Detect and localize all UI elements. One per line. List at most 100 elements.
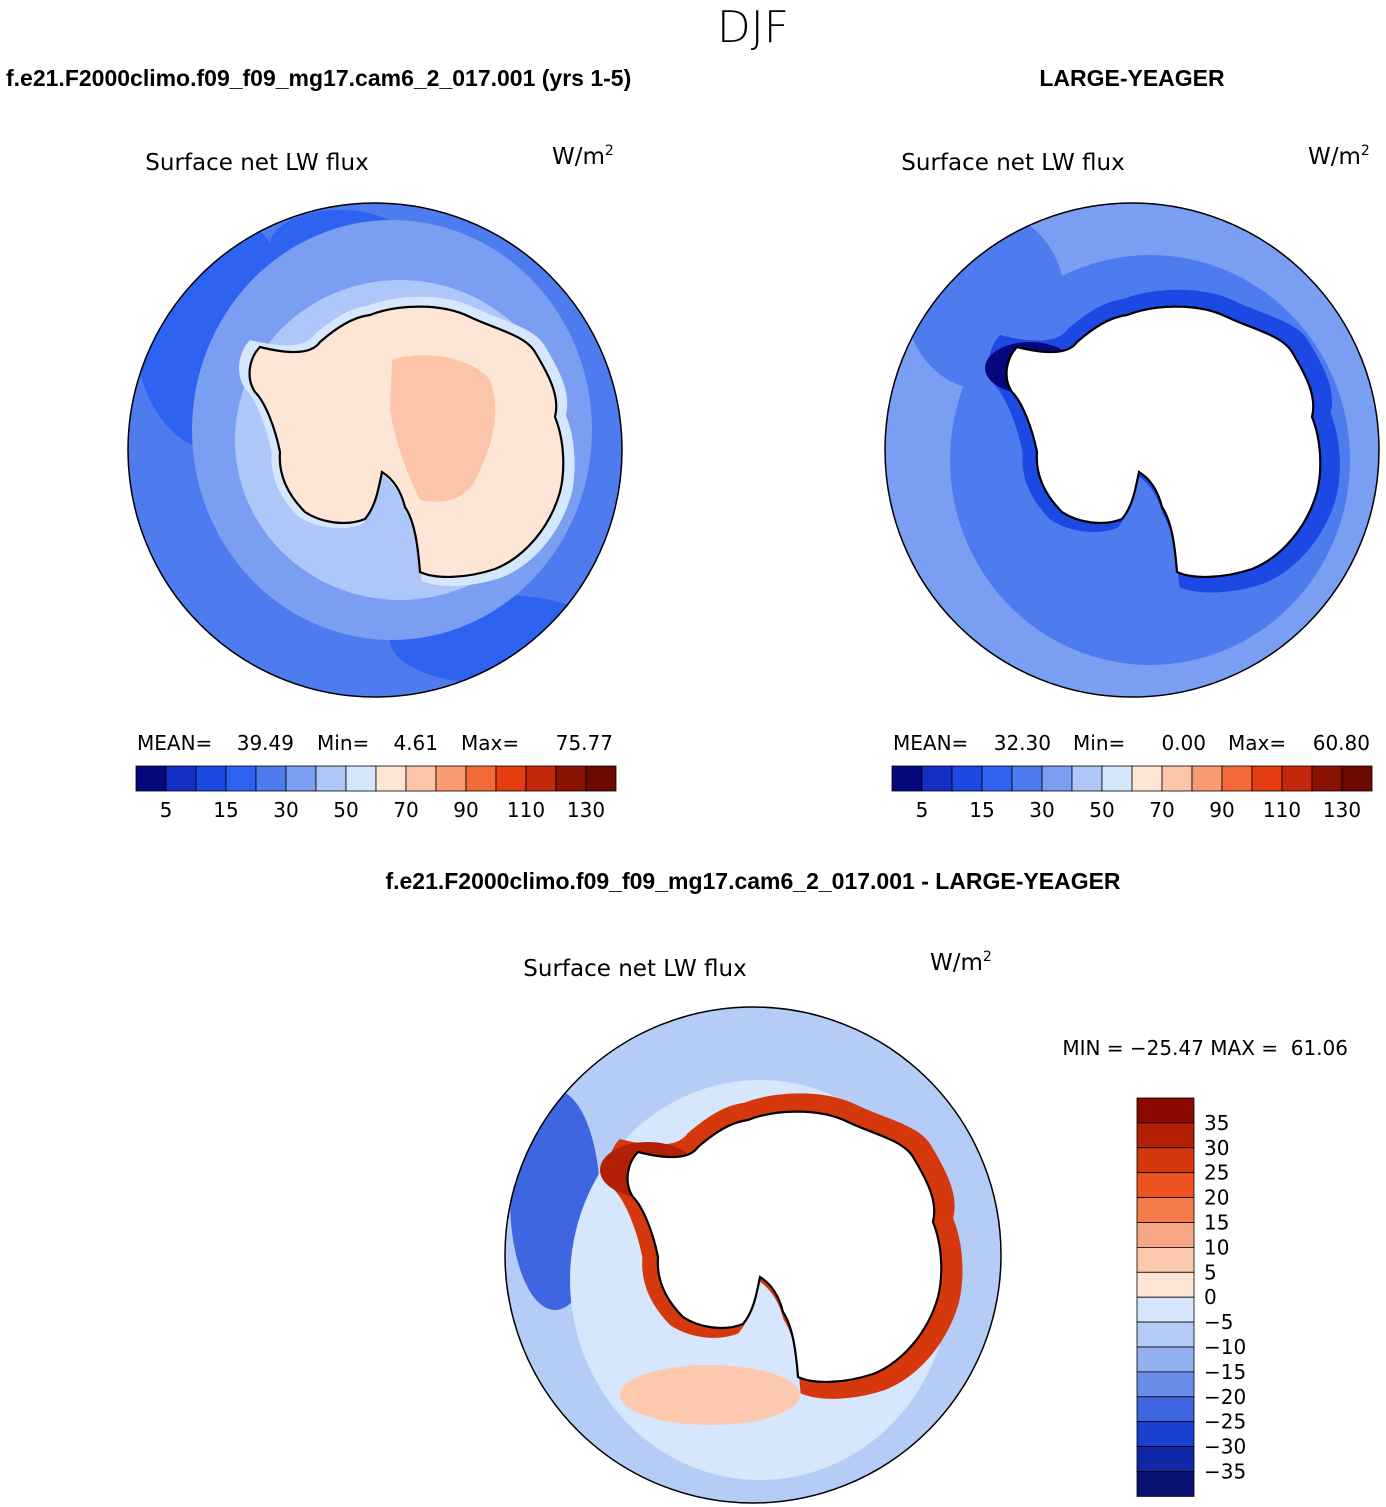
diff-colorbar-swatch — [1136, 1271, 1195, 1298]
model-mean-label: MEAN= — [137, 731, 212, 755]
obs-colorbar-swatch — [1311, 765, 1343, 792]
diff-colorbar-swatch — [1136, 1396, 1195, 1423]
obs-colorbar-swatch — [1341, 765, 1373, 792]
obs-min-label: Min= — [1073, 731, 1125, 755]
model-colorbar-swatch — [135, 765, 167, 792]
obs-map-border — [884, 202, 1380, 698]
obs-colorbar-swatch — [1161, 765, 1193, 792]
obs-max-label: Max= — [1228, 731, 1286, 755]
diff-colorbar-swatch — [1136, 1097, 1195, 1124]
panel-diff-minmax: MIN = −25.47 MAX = 61.06 — [1062, 1036, 1348, 1060]
diff-colorbar-swatch — [1136, 1296, 1195, 1323]
model-stats: MEAN= 39.49 Min= 4.61 Max= 75.77 — [137, 731, 613, 755]
obs-colorbar-tick-label: 70 — [1149, 798, 1174, 822]
obs-colorbar: 5 15 30 50 70 90 110 130 — [891, 765, 1373, 822]
obs-min-value: 0.00 — [1161, 731, 1206, 755]
model-colorbar-swatch — [255, 765, 287, 792]
model-colorbar-swatch — [345, 765, 377, 792]
diff-colorbar-swatch — [1136, 1197, 1195, 1223]
diff-colorbar-swatch — [1136, 1346, 1195, 1373]
obs-mean-label: MEAN= — [893, 731, 968, 755]
obs-mean-value: 32.30 — [994, 731, 1051, 755]
obs-colorbar-swatch — [1131, 765, 1163, 792]
panel-obs-units: W/m2 — [1308, 143, 1370, 170]
obs-colorbar-tick-label: 110 — [1263, 798, 1301, 822]
diff-colorbar-swatch — [1136, 1122, 1195, 1149]
model-colorbar-tick-label: 130 — [567, 798, 605, 822]
diff-colorbar-tick-label: −5 — [1204, 1310, 1233, 1334]
panel-obs: Surface net LW flux W/m2 MEAN= 32.30 Min… — [884, 143, 1380, 822]
model-colorbar-tick-label: 15 — [213, 798, 238, 822]
diff-colorbar-tick-label: 10 — [1204, 1235, 1229, 1259]
obs-colorbar-tick-label: 30 — [1029, 798, 1054, 822]
model-colorbar-swatch — [285, 765, 317, 792]
left-case-title: f.e21.F2000climo.f09_f09_mg17.cam6_2_017… — [6, 65, 631, 91]
obs-colorbar-swatch — [921, 765, 953, 792]
model-colorbar-tick-label: 30 — [273, 798, 298, 822]
model-colorbar-tick-label: 70 — [393, 798, 418, 822]
panel-diff-units: W/m2 — [930, 949, 992, 976]
model-colorbar-swatch — [225, 765, 257, 792]
model-colorbar-swatch — [465, 765, 497, 792]
obs-colorbar-swatch — [1281, 765, 1313, 792]
model-max-label: Max= — [461, 731, 519, 755]
model-colorbar-tick-label: 90 — [453, 798, 478, 822]
model-mean-value: 39.49 — [237, 731, 294, 755]
model-colorbar-swatch — [315, 765, 347, 792]
obs-colorbar-swatch — [1251, 765, 1283, 792]
model-colorbar-swatch — [375, 765, 407, 792]
diff-map-border — [504, 1006, 1002, 1504]
obs-colorbar-swatch — [1221, 765, 1253, 792]
diff-colorbar-swatch — [1136, 1446, 1195, 1472]
diff-colorbar-swatch — [1136, 1371, 1195, 1398]
diff-colorbar-swatch — [1136, 1222, 1195, 1248]
model-colorbar-swatch — [405, 765, 437, 792]
diff-colorbar-swatch — [1136, 1321, 1195, 1348]
obs-colorbar-tick-label: 50 — [1089, 798, 1114, 822]
obs-colorbar-swatch — [951, 765, 983, 792]
model-colorbar-swatch — [525, 765, 557, 792]
model-colorbar-swatch — [585, 765, 617, 792]
diff-colorbar-tick-label: 20 — [1204, 1186, 1229, 1210]
model-min-label: Min= — [317, 731, 369, 755]
model-colorbar-swatch — [165, 765, 197, 792]
diff-case-title: f.e21.F2000climo.f09_f09_mg17.cam6_2_017… — [385, 868, 1120, 894]
diff-colorbar-tick-label: 0 — [1204, 1285, 1217, 1309]
diff-colorbar-tick-label: −15 — [1204, 1360, 1246, 1384]
model-colorbar-tick-label: 50 — [333, 798, 358, 822]
obs-max-value: 60.80 — [1313, 731, 1370, 755]
obs-colorbar-swatch — [1041, 765, 1073, 792]
diff-colorbar-swatch — [1136, 1147, 1195, 1174]
model-plateau — [390, 355, 496, 502]
diff-colorbar-swatch — [1136, 1421, 1195, 1447]
right-case-title: LARGE-YEAGER — [1039, 65, 1225, 91]
model-colorbar-tick-label: 110 — [507, 798, 545, 822]
diff-colorbar-tick-label: −10 — [1204, 1335, 1246, 1359]
diff-colorbar-tick-label: −25 — [1204, 1410, 1246, 1434]
model-max-value: 75.77 — [556, 731, 613, 755]
panel-model: Surface net LW flux W/m2 MEAN= 39.49 Min… — [127, 143, 623, 822]
model-min-value: 4.61 — [393, 731, 438, 755]
model-colorbar-swatch — [435, 765, 467, 792]
obs-colorbar-swatch — [1011, 765, 1043, 792]
obs-colorbar-swatch — [891, 765, 923, 792]
panel-model-title: Surface net LW flux — [145, 150, 368, 176]
model-map-border — [127, 202, 623, 698]
model-colorbar: 5 15 30 50 70 90 110 130 — [135, 765, 617, 822]
panel-diff-title: Surface net LW flux — [523, 956, 746, 982]
diff-colorbar-tick-label: −30 — [1204, 1435, 1246, 1459]
panel-obs-map — [885, 203, 1379, 697]
model-colorbar-swatch — [495, 765, 527, 792]
diff-colorbar-tick-label: 35 — [1204, 1111, 1229, 1135]
model-colorbar-tick-label: 5 — [160, 798, 173, 822]
diff-colorbar-tick-label: 5 — [1204, 1260, 1217, 1284]
obs-stats: MEAN= 32.30 Min= 0.00 Max= 60.80 — [893, 731, 1370, 755]
obs-colorbar-swatch — [1071, 765, 1103, 792]
diff-colorbar-tick-label: −35 — [1204, 1460, 1246, 1484]
panel-diff: Surface net LW flux W/m2 MIN = −25.47 MA… — [504, 949, 1348, 1504]
obs-colorbar-tick-label: 5 — [916, 798, 929, 822]
diff-positive-tongue — [620, 1365, 800, 1425]
obs-colorbar-swatch — [1101, 765, 1133, 792]
model-colorbar-swatch — [195, 765, 227, 792]
